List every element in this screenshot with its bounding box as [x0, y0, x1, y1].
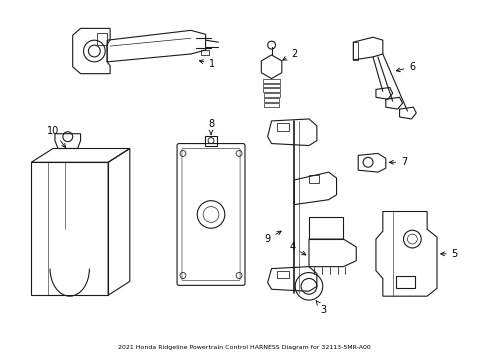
Bar [97, 33, 107, 45]
Text: 7: 7 [389, 157, 407, 167]
Text: 2: 2 [282, 49, 297, 60]
Bar [204, 136, 217, 145]
Bar [263, 93, 279, 97]
Bar [263, 89, 279, 93]
Text: 10: 10 [47, 126, 65, 148]
Bar [264, 98, 279, 102]
Bar [352, 42, 358, 60]
Text: 8: 8 [207, 119, 214, 135]
Text: 4: 4 [288, 242, 305, 255]
Text: 2021 Honda Ridgeline Powertrain Control HARNESS Diagram for 32113-5MR-A00: 2021 Honda Ridgeline Powertrain Control … [118, 345, 369, 350]
Text: 5: 5 [440, 249, 457, 259]
Text: 9: 9 [264, 231, 281, 244]
Bar [395, 276, 414, 288]
Bar [277, 123, 289, 131]
Bar [277, 271, 289, 278]
Bar [31, 162, 108, 295]
Bar [200, 50, 208, 55]
Bar [263, 84, 280, 87]
Bar [262, 78, 280, 82]
Bar [264, 103, 278, 107]
Text: 6: 6 [395, 62, 415, 72]
Text: 3: 3 [315, 301, 326, 315]
Bar [308, 217, 343, 239]
Text: 1: 1 [199, 59, 215, 69]
Bar [308, 175, 318, 183]
